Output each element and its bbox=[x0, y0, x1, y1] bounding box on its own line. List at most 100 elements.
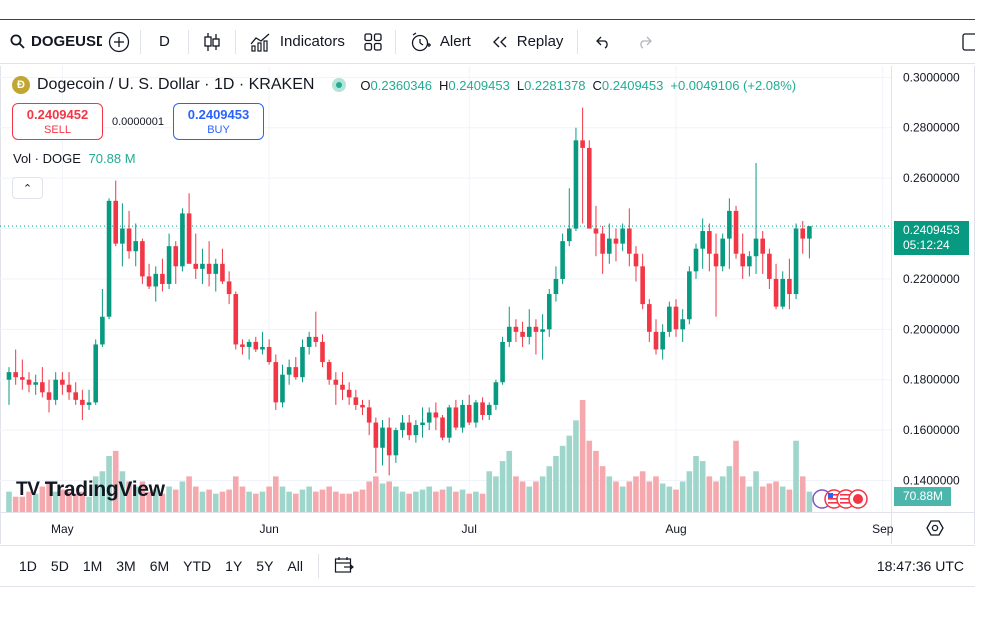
sell-button[interactable]: 0.2409452 SELL bbox=[12, 103, 103, 140]
alert-button[interactable]: Alert bbox=[400, 26, 481, 58]
volume-bar bbox=[166, 486, 172, 512]
candle bbox=[46, 379, 52, 413]
volume-bar bbox=[373, 476, 379, 512]
candle-body bbox=[266, 346, 272, 363]
candle-body bbox=[506, 326, 512, 342]
volume-bar bbox=[733, 440, 739, 512]
volume-bar bbox=[52, 491, 59, 512]
go-to-date-button[interactable] bbox=[327, 556, 361, 577]
volume-bar bbox=[39, 486, 46, 512]
undo-icon bbox=[594, 35, 612, 49]
time-axis: May Jun Jul Aug Sep bbox=[51, 522, 894, 536]
candle bbox=[20, 359, 25, 390]
candle-body bbox=[280, 374, 285, 403]
compare-button[interactable] bbox=[102, 26, 136, 58]
volume-bar bbox=[473, 491, 479, 512]
candle-body bbox=[260, 346, 265, 350]
candle-body bbox=[660, 331, 665, 350]
volume-bar bbox=[379, 483, 386, 512]
candle-body bbox=[320, 341, 325, 363]
symbol-search[interactable]: DOGEUSD bbox=[0, 26, 102, 58]
candle bbox=[593, 205, 599, 257]
candle-body bbox=[233, 294, 239, 345]
calendar-icon bbox=[334, 556, 354, 573]
tradingview-logo[interactable]: TV TradingView bbox=[16, 478, 165, 502]
volume-bar bbox=[72, 493, 79, 512]
chart-settings-button[interactable] bbox=[926, 519, 944, 542]
volume-bar bbox=[239, 486, 246, 512]
volume-bar bbox=[653, 476, 659, 512]
price-tick-label: 0.2800000 bbox=[903, 121, 960, 135]
candle-body bbox=[66, 384, 72, 393]
candle bbox=[106, 198, 112, 320]
candle-body bbox=[700, 231, 705, 249]
candle bbox=[440, 414, 445, 441]
volume-bar bbox=[366, 481, 372, 512]
candle bbox=[80, 389, 85, 421]
price-chart[interactable]: 0.30000000.28000000.26000000.24000000.22… bbox=[0, 66, 975, 544]
candle bbox=[560, 233, 565, 284]
candle-body bbox=[213, 263, 219, 274]
alert-label: Alert bbox=[439, 33, 471, 50]
range-button-1m[interactable]: 1M bbox=[82, 558, 103, 574]
candle-body bbox=[60, 379, 65, 385]
candle-body bbox=[673, 306, 679, 330]
candle-body bbox=[186, 213, 192, 264]
bottom-divider bbox=[317, 554, 319, 578]
candle-body bbox=[787, 278, 792, 295]
volume-bar bbox=[326, 486, 332, 512]
range-button-5d[interactable]: 5D bbox=[50, 558, 69, 574]
candle bbox=[640, 253, 645, 310]
candle bbox=[160, 258, 165, 292]
candle-body bbox=[33, 382, 38, 385]
range-button-ytd[interactable]: YTD bbox=[183, 558, 212, 574]
layout-button[interactable] bbox=[955, 26, 975, 58]
indicators-button[interactable]: Indicators bbox=[240, 26, 355, 58]
candle-body bbox=[566, 228, 572, 242]
candle bbox=[506, 306, 512, 347]
range-button-6m[interactable]: 6M bbox=[149, 558, 170, 574]
volume-bar bbox=[726, 466, 733, 512]
candle-body bbox=[180, 213, 185, 267]
range-button-1y[interactable]: 1Y bbox=[225, 558, 243, 574]
candle bbox=[206, 241, 212, 287]
replay-button[interactable]: Replay bbox=[481, 26, 574, 58]
candle bbox=[180, 208, 185, 272]
candle bbox=[453, 399, 459, 431]
candle bbox=[280, 364, 285, 408]
price-tick-label: 0.3000000 bbox=[903, 70, 960, 84]
candle bbox=[266, 339, 272, 365]
undo-button[interactable] bbox=[582, 26, 624, 58]
candle bbox=[793, 223, 799, 300]
range-button-all[interactable]: All bbox=[287, 558, 303, 574]
economic-events-icon[interactable] bbox=[808, 487, 870, 511]
candle-body bbox=[193, 263, 199, 269]
interval-button[interactable]: D bbox=[145, 26, 184, 58]
candle bbox=[260, 331, 265, 355]
chart-type-button[interactable] bbox=[193, 26, 231, 58]
templates-button[interactable] bbox=[355, 26, 391, 58]
candle-body bbox=[93, 344, 99, 403]
candle bbox=[380, 420, 385, 466]
volume-bar bbox=[172, 489, 179, 512]
candle-body bbox=[386, 427, 392, 456]
utc-clock[interactable]: 18:47:36 UTC bbox=[876, 558, 964, 574]
redo-button[interactable] bbox=[624, 26, 666, 58]
symbol-title[interactable]: Dogecoin / U. S. Dollar · 1D · KRAKEN bbox=[37, 76, 315, 93]
volume-tag: 70.88M bbox=[894, 487, 951, 506]
buy-button[interactable]: 0.2409453 BUY bbox=[173, 103, 264, 140]
candle-body bbox=[326, 362, 332, 380]
range-button-3m[interactable]: 3M bbox=[116, 558, 136, 574]
volume-bar bbox=[506, 450, 513, 512]
top-toolbar: DOGEUSD D Indicators Alert R bbox=[0, 20, 975, 64]
range-button-1d[interactable]: 1D bbox=[19, 558, 37, 574]
volume-bar bbox=[519, 481, 526, 512]
range-button-5y[interactable]: 5Y bbox=[256, 558, 274, 574]
collapse-legend-button[interactable]: ⌃ bbox=[12, 177, 43, 199]
candles bbox=[6, 107, 812, 476]
candle-body bbox=[720, 238, 725, 267]
replay-icon bbox=[491, 35, 509, 49]
candle-body bbox=[600, 233, 605, 254]
candle bbox=[373, 417, 379, 473]
candle-body bbox=[300, 346, 305, 378]
